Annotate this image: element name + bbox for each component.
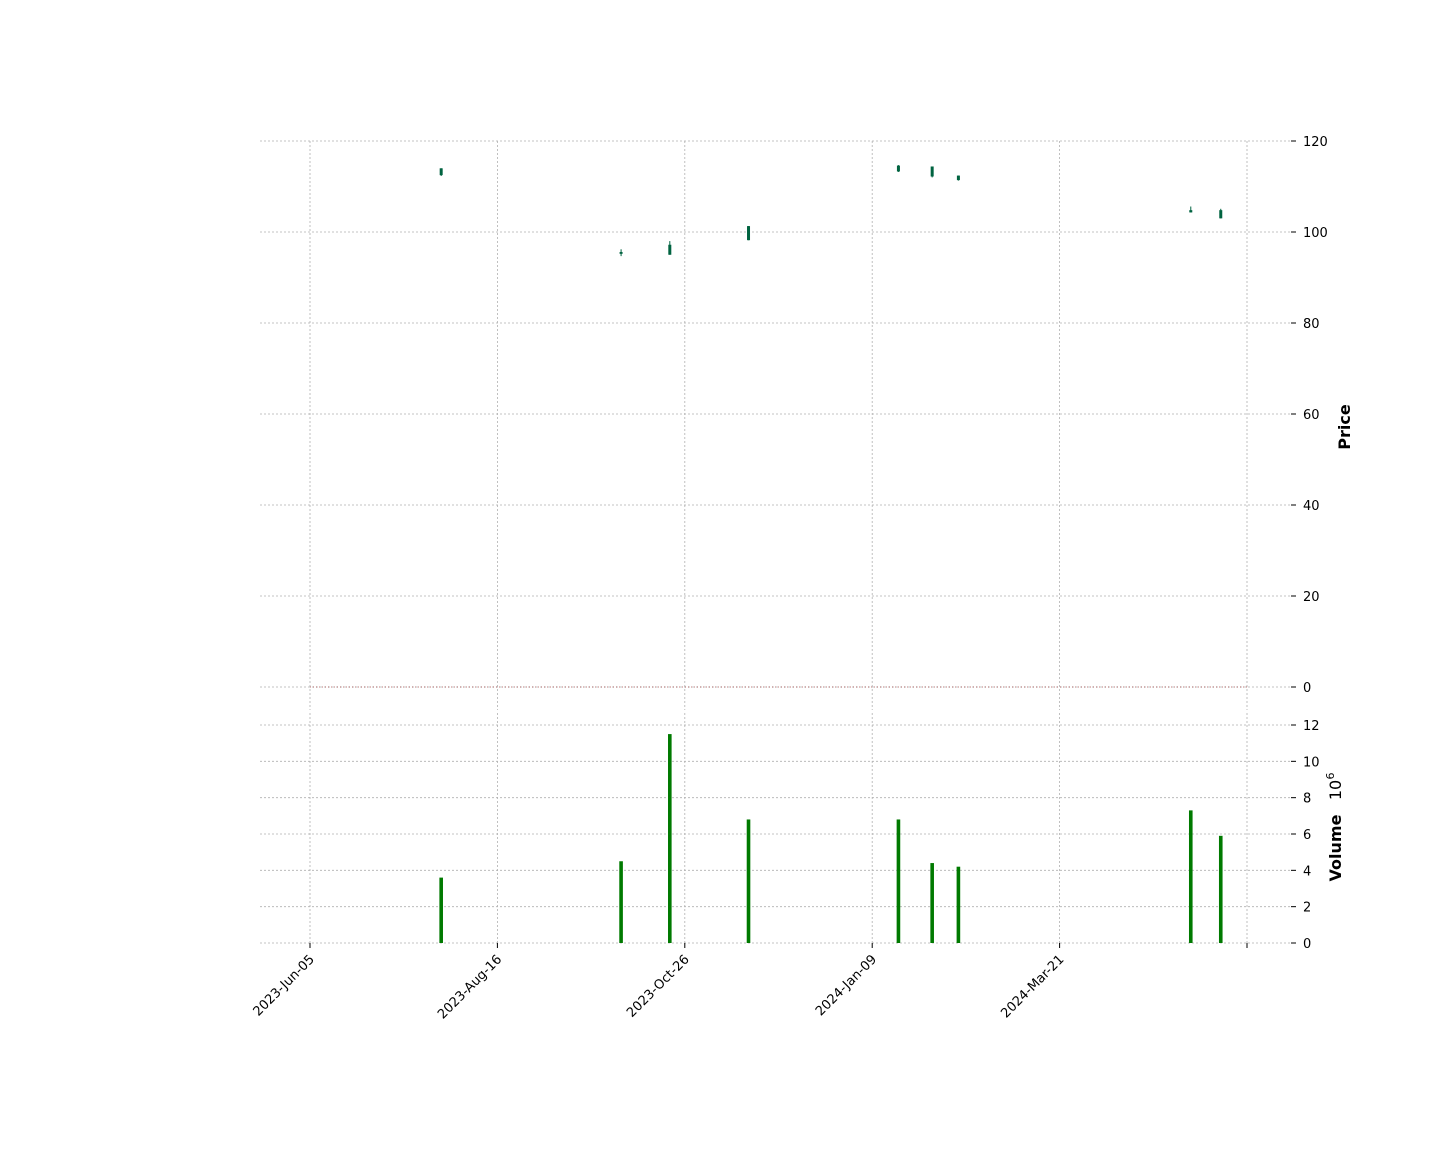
x-tick-label: 2023-Aug-16 <box>435 952 505 1022</box>
volume-bar <box>668 734 672 943</box>
volume-bar <box>930 863 934 943</box>
volume-bar <box>956 866 961 943</box>
candle-body <box>896 165 900 172</box>
candle-body <box>439 168 443 176</box>
x-tick-label: 2023-Oct-26 <box>624 952 692 1020</box>
volume-bar <box>1188 810 1193 943</box>
volume-bar <box>746 819 751 943</box>
price-y-tick-label: 20 <box>1303 590 1320 605</box>
volume-panel: 0 2 4 6 8 10 12 <box>260 713 1320 952</box>
candle-body <box>930 166 934 177</box>
x-tick-label: 2023-Jun-05 <box>251 952 318 1019</box>
volume-bar <box>619 861 623 943</box>
candle-body <box>1219 210 1223 219</box>
candle-body <box>1189 210 1193 213</box>
candle-body <box>668 244 672 255</box>
price-axis-label: Price <box>1335 404 1354 450</box>
volume-scale-label: 10 <box>1326 780 1345 800</box>
volume-y-tick-label: 12 <box>1303 719 1320 734</box>
candle-body <box>956 175 960 181</box>
volume-axis-label: Volume <box>1326 814 1345 881</box>
volume-y-tick-label: 0 <box>1303 937 1311 952</box>
volume-y-tick-label: 10 <box>1303 755 1320 770</box>
volume-y-tick-label: 8 <box>1303 792 1311 807</box>
volume-y-tick-label: 6 <box>1303 828 1311 843</box>
price-y-tick-label: 100 <box>1303 226 1328 241</box>
candle-body <box>619 252 623 254</box>
volume-bar <box>1218 835 1223 943</box>
price-y-tick-label: 60 <box>1303 408 1320 423</box>
x-tick-label: 2024-Mar-21 <box>998 952 1067 1021</box>
price-y-tick-label: 0 <box>1303 681 1311 696</box>
price-y-tick-label: 80 <box>1303 317 1320 332</box>
volume-scale-exponent: 6 <box>1324 773 1337 780</box>
volume-y-tick-label: 2 <box>1303 901 1311 916</box>
candle-body <box>747 226 751 241</box>
x-axis: 2023-Jun-05 2023-Aug-16 2023-Oct-26 2024-Ja… <box>251 943 1248 1022</box>
x-tick-label: 2024-Jan-09 <box>813 952 880 1019</box>
volume-y-tick-label: 4 <box>1303 864 1311 879</box>
volume-bar <box>439 877 443 943</box>
volume-bar <box>896 819 901 943</box>
price-y-tick-label: 120 <box>1303 135 1328 150</box>
price-y-tick-label: 40 <box>1303 499 1320 514</box>
price-panel: 0 20 40 60 80 100 120 <box>260 135 1328 710</box>
